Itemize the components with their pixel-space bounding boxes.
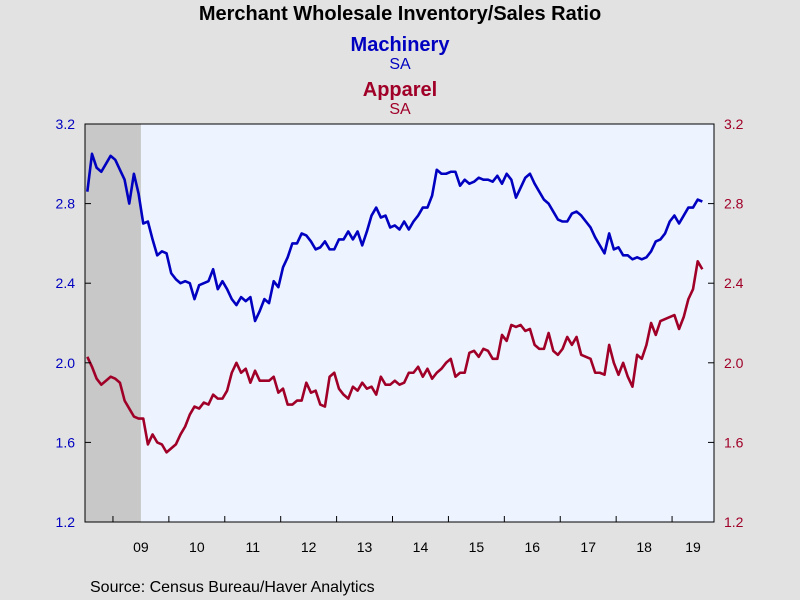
y-left-tick-label: 2.0 xyxy=(56,355,76,371)
y-left-tick-label: 1.6 xyxy=(56,434,76,450)
series-1-subtitle: SA xyxy=(389,56,411,73)
axis-layer: 1.2 1.6 2.0 2.4 2.8 3.2 1.2 1.6 2.0 2.4 2.8 3.2 09 10… xyxy=(56,116,744,555)
x-tick-label: 15 xyxy=(469,539,485,555)
plot-area xyxy=(85,124,714,522)
y-left-tick-label: 3.2 xyxy=(56,116,76,132)
y-left-tick-label: 1.2 xyxy=(56,514,76,530)
chart-title: Merchant Wholesale Inventory/Sales Ratio xyxy=(199,3,601,25)
x-tick-label: 13 xyxy=(357,539,373,555)
y-right-tick-label: 3.2 xyxy=(724,116,744,132)
y-right-tick-label: 2.8 xyxy=(724,196,744,212)
series-layer xyxy=(86,152,704,454)
x-tick-label: 18 xyxy=(636,539,652,555)
y-right-tick-label: 2.4 xyxy=(724,275,744,291)
series-line-apparel xyxy=(86,260,704,454)
series-line-machinery xyxy=(86,152,703,323)
x-tick-label: 10 xyxy=(189,539,205,555)
plot-frame xyxy=(84,123,715,523)
y-left-tick-label: 2.8 xyxy=(56,196,76,212)
y-right-tick-label: 1.2 xyxy=(724,514,744,530)
x-tick-label: 17 xyxy=(580,539,596,555)
series-2-name: Apparel xyxy=(363,79,437,101)
x-tick-label: 19 xyxy=(685,539,701,555)
x-tick-label: 09 xyxy=(133,539,149,555)
x-tick-label: 11 xyxy=(245,539,260,555)
x-tick-label: 12 xyxy=(301,539,317,555)
y-left-tick-label: 2.4 xyxy=(56,275,76,291)
series-1-name: Machinery xyxy=(351,34,451,56)
y-right-tick-label: 1.6 xyxy=(724,434,744,450)
series-2-subtitle: SA xyxy=(389,101,411,118)
source-note: Source: Census Bureau/Haver Analytics xyxy=(90,579,375,596)
y-right-tick-label: 2.0 xyxy=(724,355,744,371)
x-tick-label: 16 xyxy=(524,539,540,555)
x-tick-label: 14 xyxy=(413,539,429,555)
